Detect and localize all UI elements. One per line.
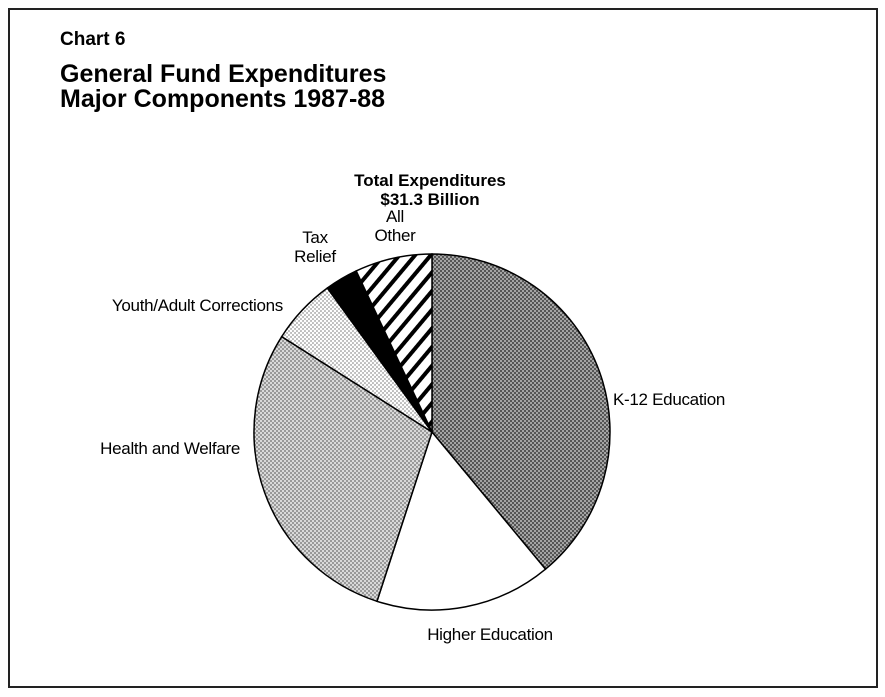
slice-label: Health and Welfare [100, 439, 240, 458]
slice-label: All Other [374, 207, 416, 245]
chart-subtitle: Total Expenditures $31.3 Billion [354, 171, 506, 209]
slice-label: Tax Relief [294, 228, 336, 266]
slice-label: K-12 Education [613, 390, 726, 409]
chart-label: Chart 6 [60, 29, 126, 50]
pie-slice [253, 335, 433, 603]
pie-slice [376, 430, 547, 611]
slice-label: Higher Education [427, 625, 553, 644]
chart-title: General Fund Expenditures Major Componen… [60, 60, 387, 113]
pie-slice [431, 253, 611, 571]
pie-slice [355, 253, 433, 433]
slice-label: Youth/Adult Corrections [111, 296, 283, 315]
frame [8, 8, 878, 688]
